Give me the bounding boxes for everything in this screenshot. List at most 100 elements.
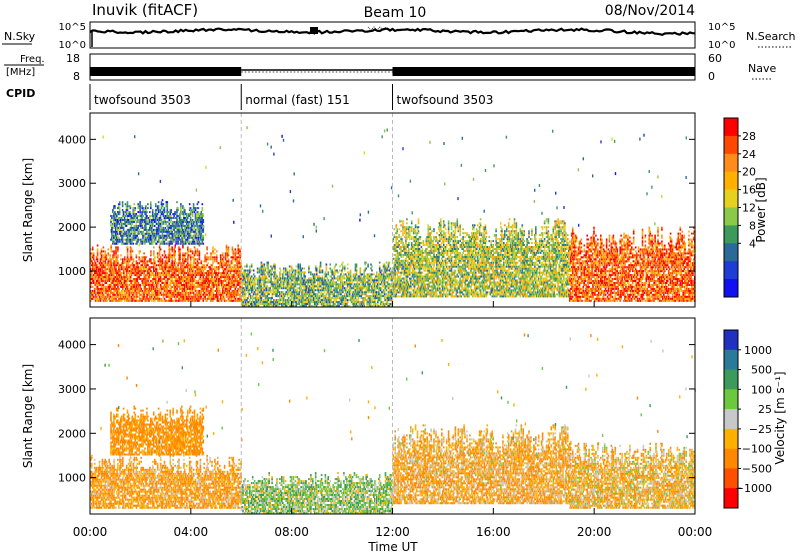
heatmap-cell	[313, 289, 315, 292]
heatmap-cell	[203, 268, 205, 271]
heatmap-cell	[132, 219, 135, 221]
heatmap-cell	[145, 211, 147, 214]
heatmap-cell	[99, 287, 102, 290]
heatmap-cell	[295, 271, 298, 274]
heatmap-cell	[321, 299, 324, 302]
heatmap-cell	[172, 222, 174, 225]
heatmap-cell	[138, 219, 140, 221]
heatmap-cell	[155, 282, 158, 284]
heatmap-cell	[254, 277, 257, 280]
heatmap-cell	[204, 284, 206, 286]
heatmap-cell	[327, 299, 330, 302]
heatmap-cell	[99, 293, 102, 296]
heatmap-cell	[179, 270, 181, 273]
heatmap-cell	[238, 289, 240, 292]
heatmap-cell	[304, 289, 306, 292]
heatmap-cell	[289, 285, 292, 288]
heatmap-cell	[226, 291, 229, 294]
heatmap-cell	[211, 274, 213, 277]
heatmap-cell	[117, 246, 119, 249]
heatmap-cell	[166, 293, 169, 296]
heatmap-cell	[115, 226, 117, 229]
heatmap-cell	[152, 228, 155, 231]
heatmap-cell	[290, 293, 293, 296]
heatmap-cell	[198, 293, 201, 296]
heatmap-cell	[116, 221, 118, 223]
heatmap-cell	[276, 277, 278, 280]
heatmap-cell	[96, 280, 99, 282]
heatmap-cell	[94, 291, 97, 294]
beam-title: Beam 10	[364, 5, 427, 21]
heatmap-cell	[118, 211, 121, 214]
heatmap-cell	[113, 254, 115, 257]
heatmap-cell	[171, 242, 173, 245]
heatmap-cell	[129, 254, 132, 257]
heatmap-cell	[183, 278, 185, 280]
heatmap-cell	[156, 293, 159, 296]
heatmap-cell	[203, 282, 205, 284]
heatmap-cell	[193, 246, 196, 249]
heatmap-cell	[137, 224, 139, 227]
heatmap-cell	[97, 282, 100, 284]
heatmap-cell	[189, 254, 192, 257]
heatmap-cell	[166, 264, 169, 267]
heatmap-cell	[209, 266, 211, 269]
heatmap-cell	[144, 256, 146, 259]
heatmap-cell	[151, 242, 154, 245]
heatmap-cell	[135, 274, 138, 277]
heatmap-cell	[147, 268, 149, 271]
heatmap-cell	[326, 299, 329, 302]
heatmap-cell	[126, 266, 129, 269]
heatmap-cell	[174, 278, 176, 280]
heatmap-cell	[116, 226, 118, 229]
heatmap-cell	[289, 287, 292, 290]
heatmap-cell	[112, 297, 114, 300]
heatmap-cell	[170, 226, 172, 229]
heatmap-cell	[304, 297, 306, 300]
heatmap-cell	[95, 276, 98, 279]
heatmap-cell	[227, 260, 230, 263]
heatmap-cell	[248, 303, 250, 305]
heatmap-cell	[122, 297, 124, 300]
heatmap-cell	[275, 301, 277, 304]
heatmap-cell	[173, 234, 175, 237]
heatmap-cell	[117, 221, 119, 223]
heatmap-cell	[283, 295, 286, 298]
heatmap-cell	[98, 272, 101, 275]
heatmap-cell	[186, 276, 188, 279]
heatmap-cell	[191, 285, 194, 288]
heatmap-cell	[136, 266, 139, 269]
heatmap-cell	[187, 270, 190, 273]
heatmap-cell	[163, 209, 166, 212]
heatmap-cell	[115, 280, 117, 282]
heatmap-cell	[120, 217, 123, 219]
heatmap-cell	[94, 276, 97, 279]
heatmap-cell	[296, 289, 299, 292]
heatmap-cell	[114, 215, 116, 217]
heatmap-cell	[149, 219, 151, 221]
heatmap-cell	[169, 282, 172, 284]
heatmap-cell	[155, 278, 157, 280]
heatmap-cell	[305, 289, 307, 292]
heatmap-cell	[148, 221, 150, 223]
heatmap-cell	[325, 295, 328, 298]
heatmap-cell	[151, 284, 153, 286]
heatmap-cell	[318, 267, 321, 270]
heatmap-cell	[184, 254, 186, 257]
heatmap-cell	[238, 274, 240, 277]
heatmap-cell	[254, 283, 257, 286]
heatmap-cell	[185, 213, 187, 216]
heatmap-cell	[243, 289, 245, 292]
heatmap-cell	[278, 301, 280, 304]
heatmap-cell	[160, 297, 163, 300]
heatmap-cell	[160, 264, 163, 267]
heatmap-cell	[287, 299, 290, 302]
heatmap-cell	[191, 238, 194, 241]
heatmap-cell	[119, 276, 121, 279]
heatmap-cell	[98, 289, 101, 292]
heatmap-cell	[120, 293, 122, 296]
heatmap-cell	[137, 205, 139, 208]
heatmap-cell	[185, 242, 187, 245]
heatmap-cell	[94, 293, 97, 296]
heatmap-cell	[185, 234, 188, 237]
